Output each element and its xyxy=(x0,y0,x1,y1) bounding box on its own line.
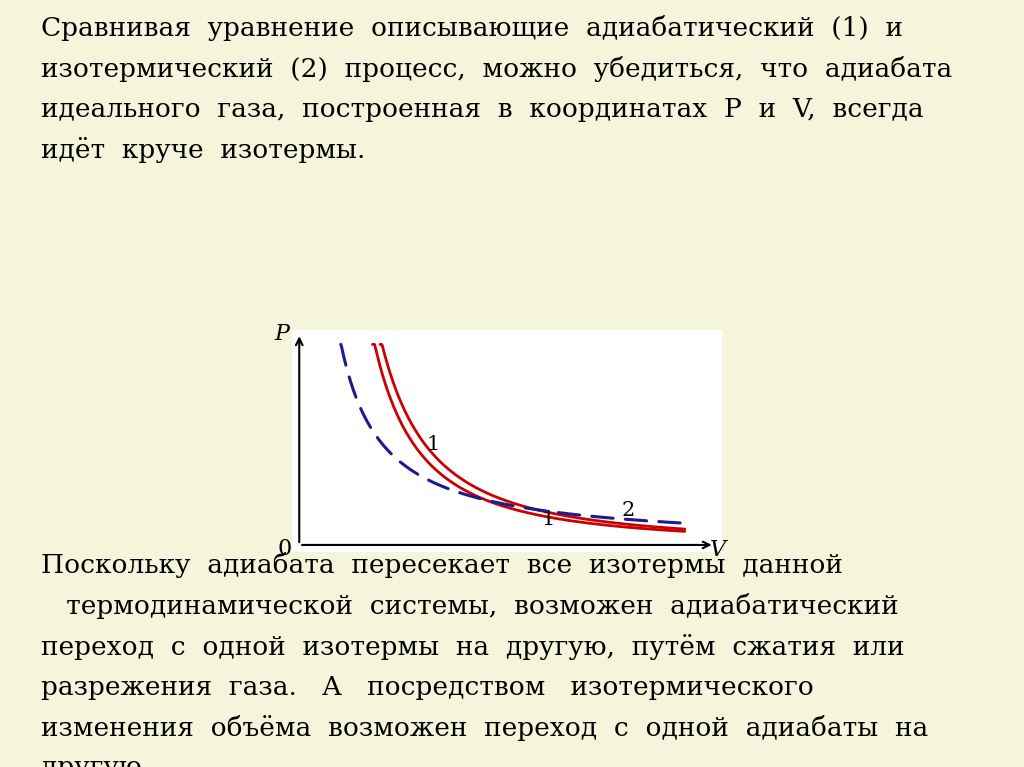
Text: 0: 0 xyxy=(278,538,292,561)
Text: 1: 1 xyxy=(541,510,554,529)
Text: Поскольку  адиабата  пересекает  все  изотермы  данной
   термодинамической  сис: Поскольку адиабата пересекает все изотер… xyxy=(41,552,928,767)
Text: 2: 2 xyxy=(622,501,634,519)
Text: 1: 1 xyxy=(427,435,440,453)
Text: V: V xyxy=(710,538,726,561)
Text: P: P xyxy=(274,323,289,345)
Text: Сравнивая  уравнение  описывающие  адиабатический  (1)  и
изотермический  (2)  п: Сравнивая уравнение описывающие адиабати… xyxy=(41,15,952,163)
